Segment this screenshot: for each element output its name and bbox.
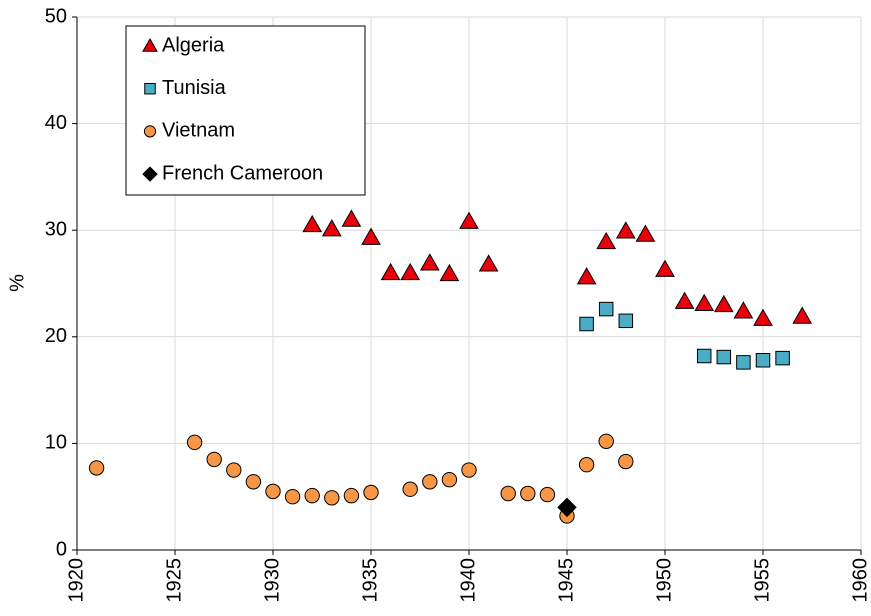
x-tick-label: 1945 bbox=[555, 558, 577, 603]
point bbox=[755, 353, 771, 368]
point bbox=[696, 348, 712, 364]
point bbox=[324, 490, 340, 506]
y-tick-label: 20 bbox=[45, 325, 67, 347]
point bbox=[461, 462, 477, 478]
point bbox=[422, 474, 438, 490]
point bbox=[520, 485, 536, 502]
point bbox=[302, 214, 323, 233]
point bbox=[361, 227, 381, 245]
point bbox=[206, 451, 222, 468]
point bbox=[341, 209, 362, 227]
point bbox=[304, 487, 320, 504]
point bbox=[226, 462, 242, 478]
x-tick-label: 1930 bbox=[261, 558, 283, 603]
legend-marker bbox=[144, 82, 156, 95]
point bbox=[713, 294, 734, 313]
point bbox=[618, 313, 634, 329]
y-tick-label: 30 bbox=[45, 218, 67, 240]
point bbox=[245, 474, 262, 490]
legend-marker bbox=[142, 37, 158, 52]
point bbox=[441, 471, 458, 488]
point bbox=[736, 355, 751, 370]
point bbox=[284, 489, 301, 505]
x-tick-label: 1960 bbox=[849, 558, 871, 603]
point bbox=[557, 497, 577, 518]
point bbox=[618, 453, 634, 470]
point bbox=[321, 219, 342, 237]
point bbox=[578, 457, 595, 473]
point bbox=[775, 350, 790, 366]
point bbox=[598, 433, 614, 449]
point bbox=[500, 485, 516, 502]
legend-box bbox=[125, 25, 366, 196]
point bbox=[343, 487, 360, 504]
y-tick-label: 0 bbox=[56, 538, 67, 560]
point bbox=[716, 349, 732, 365]
point bbox=[576, 267, 597, 285]
point bbox=[419, 253, 440, 271]
y-tick-label: 40 bbox=[45, 112, 67, 134]
y-axis-label: % bbox=[6, 274, 28, 292]
point bbox=[539, 486, 556, 503]
point bbox=[363, 484, 379, 501]
point bbox=[792, 306, 813, 324]
legend-label: Algeria bbox=[162, 34, 225, 56]
y-tick-label: 50 bbox=[45, 5, 67, 27]
point bbox=[733, 301, 754, 319]
legend-marker bbox=[142, 166, 158, 182]
y-tick-label: 10 bbox=[45, 432, 67, 454]
x-tick-label: 1950 bbox=[653, 558, 675, 603]
x-tick-label: 1935 bbox=[359, 558, 381, 603]
point bbox=[478, 254, 499, 272]
point bbox=[186, 434, 203, 451]
point bbox=[439, 263, 460, 282]
legend-label: Tunisia bbox=[162, 77, 227, 99]
legend-label: French Cameroon bbox=[162, 162, 323, 184]
point bbox=[402, 481, 418, 497]
legend-label: Vietnam bbox=[162, 120, 235, 142]
point bbox=[615, 221, 636, 239]
x-tick-label: 1955 bbox=[751, 558, 773, 603]
point bbox=[400, 262, 421, 281]
point bbox=[753, 308, 773, 326]
point bbox=[88, 460, 105, 476]
point bbox=[579, 316, 594, 332]
x-tick-label: 1940 bbox=[457, 558, 479, 603]
x-tick-label: 1920 bbox=[65, 558, 87, 603]
legend-marker bbox=[143, 125, 157, 138]
point bbox=[380, 262, 401, 281]
point bbox=[635, 224, 656, 242]
point bbox=[459, 211, 479, 229]
point bbox=[694, 293, 715, 312]
point bbox=[655, 259, 675, 277]
point bbox=[598, 301, 614, 317]
point bbox=[596, 231, 617, 250]
x-tick-label: 1925 bbox=[163, 558, 185, 603]
point bbox=[265, 483, 281, 500]
point bbox=[674, 291, 695, 309]
